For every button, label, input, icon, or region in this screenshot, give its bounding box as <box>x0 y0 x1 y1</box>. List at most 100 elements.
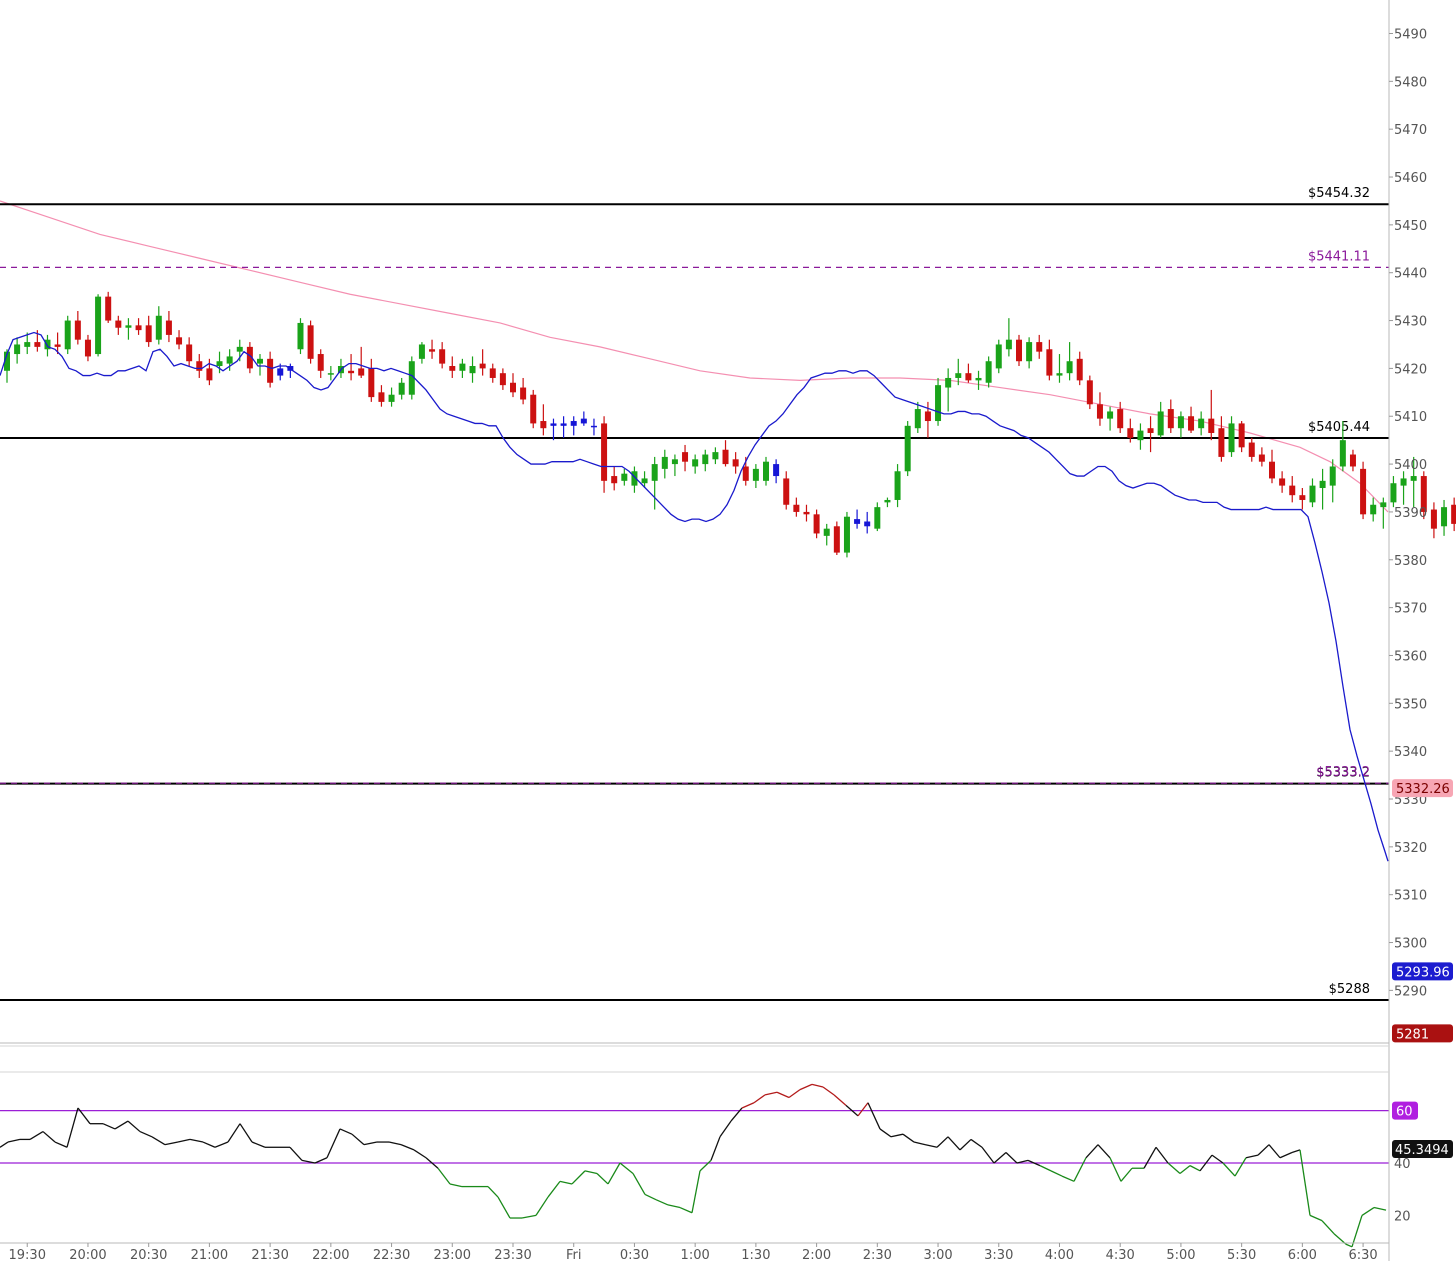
rsi-line-segment <box>857 1102 869 1117</box>
price-tick-label: 5300 <box>1394 937 1427 952</box>
price-tick-label: 5290 <box>1394 984 1427 999</box>
rsi-line-segment <box>114 1120 129 1130</box>
candle-body <box>1137 430 1144 441</box>
candle-body <box>1066 361 1073 374</box>
rsi-line-segment <box>632 1173 646 1195</box>
rsi-line-segment <box>1016 1159 1029 1164</box>
rsi-line-segment <box>189 1138 204 1143</box>
candle-body <box>378 392 385 402</box>
price-tick-label: 5410 <box>1394 410 1427 425</box>
candle-body <box>388 394 395 402</box>
rsi-line-segment <box>947 1136 961 1151</box>
candle-body <box>1005 339 1012 350</box>
candle-body <box>1117 409 1124 429</box>
rsi-line-segment <box>289 1146 303 1161</box>
price-tag-label: 5293.96 <box>1396 965 1450 980</box>
rsi-line-segment <box>7 1138 21 1143</box>
rsi-line-segment <box>1245 1154 1259 1159</box>
rsi-line-segment <box>584 1170 598 1175</box>
rsi-tick-label: 40 <box>1394 1157 1411 1172</box>
candle-body <box>307 325 314 359</box>
rsi-line-segment <box>54 1141 68 1148</box>
candle-body <box>924 411 931 422</box>
candle-body <box>64 320 71 350</box>
candle-body <box>236 346 243 352</box>
candle-body <box>115 320 122 328</box>
rsi-line-segment <box>1345 1243 1353 1248</box>
candle-body <box>682 452 689 462</box>
candle-body <box>752 468 759 481</box>
rsi-line-segment <box>1234 1157 1247 1177</box>
candle-body <box>1228 423 1235 453</box>
rsi-line-segment <box>879 1128 892 1138</box>
rsi-line-segment <box>822 1086 835 1096</box>
candle-body <box>176 337 183 345</box>
rsi-value-label: 45.3494 <box>1395 1143 1449 1158</box>
rsi-line-segment <box>619 1162 634 1174</box>
rsi-line-segment <box>559 1180 573 1185</box>
rsi-line-segment <box>699 1159 712 1172</box>
time-tick-label: 5:30 <box>1227 1248 1256 1261</box>
rsi-line-segment <box>202 1141 216 1148</box>
rsi-line-segment <box>127 1120 141 1133</box>
rsi-line-segment <box>521 1214 537 1219</box>
rsi-line-segment <box>571 1170 586 1185</box>
time-tick-label: 2:00 <box>802 1248 831 1261</box>
candle-body <box>1198 418 1205 429</box>
price-tick-label: 5390 <box>1394 506 1427 521</box>
candle-body <box>1127 428 1134 438</box>
rsi-line-segment <box>936 1136 949 1148</box>
rsi-line-segment <box>487 1186 499 1198</box>
candle-body <box>297 322 304 350</box>
rsi-line-segment <box>596 1173 609 1185</box>
rsi-line-segment <box>719 1120 732 1138</box>
price-tag-box <box>1392 779 1453 798</box>
time-tick-label: 6:30 <box>1348 1248 1377 1261</box>
rsi-line-segment <box>66 1107 79 1148</box>
rsi-panel[interactable] <box>0 1083 1389 1248</box>
candle-body <box>54 344 61 347</box>
rsi-line-segment <box>833 1094 847 1106</box>
candle-body <box>479 363 486 369</box>
time-tick-label: 23:00 <box>434 1248 471 1261</box>
candle-body <box>1269 461 1275 479</box>
price-panel[interactable]: $5454.32$5441.11$5405.44$5333.2$5333.2$5… <box>0 186 1456 1005</box>
candle-body <box>1390 483 1397 503</box>
time-tick-label: 21:00 <box>191 1248 228 1261</box>
candle-body <box>702 454 709 465</box>
level-label: $5441.11 <box>1308 249 1370 264</box>
candle-body <box>884 499 891 503</box>
candle-body <box>145 325 152 343</box>
rsi-line-segment <box>970 1138 983 1148</box>
rsi-line-segment <box>667 1204 681 1209</box>
candle-body <box>1400 478 1407 486</box>
candle-body <box>671 459 678 465</box>
rsi-line-segment <box>845 1104 859 1117</box>
candle-body <box>945 377 952 388</box>
price-tag-label: 5281 <box>1396 1027 1429 1042</box>
rsi-line-segment <box>42 1131 56 1143</box>
rsi-line-segment <box>1085 1144 1099 1159</box>
rsi-line-segment <box>139 1130 153 1138</box>
candle-body <box>1360 468 1367 515</box>
candle-body <box>621 473 628 481</box>
rsi-line-segment <box>413 1149 427 1159</box>
rsi-line-segment <box>1120 1167 1133 1182</box>
rsi-line-segment <box>1167 1162 1181 1174</box>
rsi-line-segment <box>177 1138 191 1143</box>
candle-body <box>742 466 749 481</box>
price-tick-label: 5480 <box>1394 75 1427 90</box>
candle-body <box>206 368 213 381</box>
fast-moving-average-line <box>0 331 1389 862</box>
candle-body <box>823 528 830 536</box>
candle-body <box>1279 478 1286 486</box>
price-tick-label: 5460 <box>1394 171 1427 186</box>
candle-body <box>965 373 972 381</box>
candle-body <box>712 452 719 460</box>
rsi-line-segment <box>1027 1159 1041 1167</box>
time-tick-label: 3:00 <box>923 1248 952 1261</box>
rsi-line-segment <box>1061 1175 1075 1182</box>
candle-body <box>226 356 233 364</box>
candle-body <box>601 423 608 481</box>
